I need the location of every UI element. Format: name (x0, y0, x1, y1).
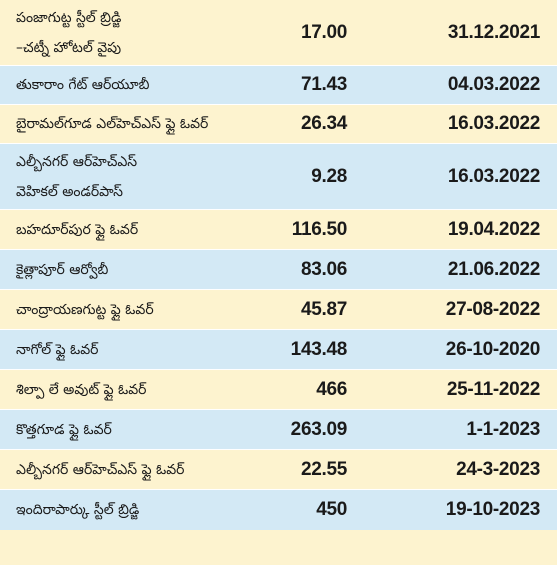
project-date: 24-3-2023 (456, 458, 540, 480)
project-name-line: –చట్నీ హోటల్ వైపు (16, 39, 122, 56)
project-cost: 263.09 (290, 418, 348, 440)
project-date: 16.03.2022 (447, 165, 540, 187)
project-name: బహదూర్‌పుర ఫ్లై ఓవర్ (0, 215, 262, 245)
project-name-line: కైత్లాపూర్ ఆర్వోబీ (16, 261, 109, 278)
project-name-line: చాంద్రాయణగుట్ట ఫ్లై ఓవర్ (16, 301, 154, 318)
table-row: తుకారాం గేట్ ఆర్‌యూబీ 71.43 04.03.2022 (0, 66, 557, 105)
project-name: ఇందిరాపార్కు స్టీల్ బ్రిడ్జి (0, 495, 262, 525)
table-row: చాంద్రాయణగుట్ట ఫ్లై ఓవర్ 45.87 27-08-202… (0, 290, 557, 330)
project-name: చాంద్రాయణగుట్ట ఫ్లై ఓవర్ (0, 295, 262, 325)
table-row: శిల్పా లే అవుట్ ఫ్లై ఓవర్ 466 25-11-2022 (0, 370, 557, 410)
project-cost: 71.43 (300, 74, 347, 95)
project-cost: 9.28 (311, 165, 347, 187)
table-row: కైత్లాపూర్ ఆర్వోబీ 83.06 21.06.2022 (0, 250, 557, 290)
project-name-line: ఎల్బీనగర్ ఆర్‌హెచ్‌ఎస్ (16, 153, 138, 170)
project-cost: 466 (316, 378, 347, 400)
table-row: ఇందిరాపార్కు స్టీల్ బ్రిడ్జి 450 19-10-2… (0, 490, 557, 530)
project-name: కొత్తగూడ ఫ్లై ఓవర్ (0, 415, 262, 445)
project-date: 26-10-2020 (445, 338, 541, 360)
project-date: 1-1-2023 (466, 418, 540, 440)
project-date: 19.04.2022 (447, 218, 540, 240)
project-name: కైత్లాపూర్ ఆర్వోబీ (0, 255, 262, 285)
project-date: 31.12.2021 (447, 21, 540, 43)
project-date: 21.06.2022 (447, 258, 540, 280)
project-date: 27-08-2022 (445, 298, 541, 320)
project-name-line: శిల్పా లే అవుట్ ఫ్లై ఓవర్ (16, 381, 147, 398)
project-name: తుకారాం గేట్ ఆర్‌యూబీ (0, 70, 262, 100)
project-name-line: ఎల్బీనగర్ ఆర్‌హెచ్‌ఎస్ ఫ్లై ఓవర్ (16, 461, 185, 478)
project-name-line: తుకారాం గేట్ ఆర్‌యూబీ (16, 77, 150, 93)
project-date: 16.03.2022 (447, 113, 540, 134)
project-name: పంజాగుట్ట స్టీల్ బ్రిడ్జి –చట్నీ హోటల్ వ… (0, 3, 262, 63)
project-date: 19-10-2023 (445, 499, 541, 520)
project-name-line: బైరామల్‌గూడ ఎల్‌హెచ్‌ఎస్ ఫ్లై ఓవర్ (16, 116, 209, 132)
project-name: ఎల్బీనగర్ ఆర్‌హెచ్‌ఎస్ వెహికల్ అండర్‌పాస… (0, 147, 262, 207)
project-name-line: ఇందిరాపార్కు స్టీల్ బ్రిడ్జి (16, 502, 140, 518)
table-row: పంజాగుట్ట స్టీల్ బ్రిడ్జి –చట్నీ హోటల్ వ… (0, 0, 557, 66)
project-cost: 22.55 (300, 458, 347, 480)
table-row: ఎల్బీనగర్ ఆర్‌హెచ్‌ఎస్ ఫ్లై ఓవర్ 22.55 2… (0, 450, 557, 490)
project-name-line: వెహికల్ అండర్‌పాస్ (16, 183, 123, 200)
project-name-line: కొత్తగూడ ఫ్లై ఓవర్ (16, 421, 112, 438)
project-cost: 143.48 (290, 338, 348, 360)
project-name: బైరామల్‌గూడ ఎల్‌హెచ్‌ఎస్ ఫ్లై ఓవర్ (0, 109, 262, 139)
project-date: 25-11-2022 (446, 378, 540, 400)
project-cost: 83.06 (300, 258, 347, 280)
table-row: నాగోల్ ఫ్లై ఓవర్ 143.48 26-10-2020 (0, 330, 557, 370)
project-name: నాగోల్ ఫ్లై ఓవర్ (0, 335, 262, 365)
project-date: 04.03.2022 (447, 74, 540, 95)
table-row: బైరామల్‌గూడ ఎల్‌హెచ్‌ఎస్ ఫ్లై ఓవర్ 26.34… (0, 105, 557, 144)
project-name: ఎల్బీనగర్ ఆర్‌హెచ్‌ఎస్ ఫ్లై ఓవర్ (0, 455, 262, 485)
table-row: ఎల్బీనగర్ ఆర్‌హెచ్‌ఎస్ వెహికల్ అండర్‌పాస… (0, 144, 557, 210)
table-row: కొత్తగూడ ఫ్లై ఓవర్ 263.09 1-1-2023 (0, 410, 557, 450)
project-cost: 450 (316, 499, 347, 520)
project-cost: 45.87 (300, 298, 347, 320)
project-name-line: పంజాగుట్ట స్టీల్ బ్రిడ్జి (16, 9, 122, 26)
table-row: బహదూర్‌పుర ఫ్లై ఓవర్ 116.50 19.04.2022 (0, 210, 557, 250)
project-cost: 26.34 (300, 113, 347, 134)
project-name-line: బహదూర్‌పుర ఫ్లై ఓవర్ (16, 221, 139, 238)
project-name: శిల్పా లే అవుట్ ఫ్లై ఓవర్ (0, 375, 262, 405)
project-cost: 116.50 (291, 218, 348, 240)
project-cost: 17.00 (300, 21, 347, 43)
project-name-line: నాగోల్ ఫ్లై ఓవర్ (16, 341, 99, 358)
